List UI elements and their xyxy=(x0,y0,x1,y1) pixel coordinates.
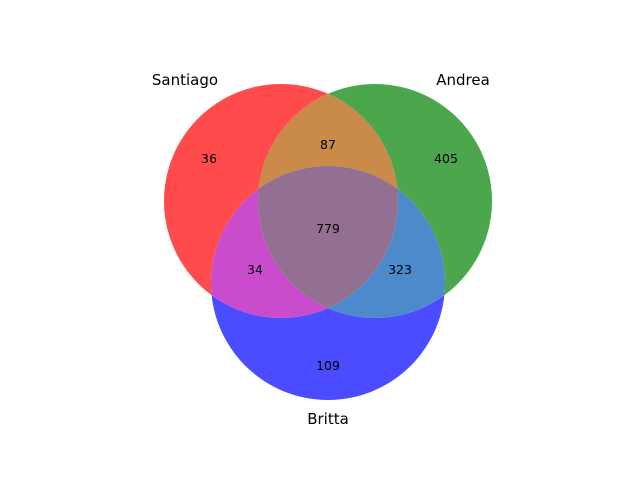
count-santiago-andrea: 87 xyxy=(320,137,336,152)
region-all-three xyxy=(258,166,398,318)
count-santiago-britta: 34 xyxy=(247,262,263,277)
count-santiago-only: 36 xyxy=(201,151,217,166)
set-label-britta: Britta xyxy=(307,410,349,428)
count-andrea-britta: 323 xyxy=(388,262,412,277)
count-all-three: 779 xyxy=(316,221,340,236)
count-andrea-only: 405 xyxy=(434,151,458,166)
set-label-santiago: Santiago xyxy=(152,71,218,89)
count-britta-only: 109 xyxy=(316,358,340,373)
set-label-andrea: Andrea xyxy=(436,71,490,89)
